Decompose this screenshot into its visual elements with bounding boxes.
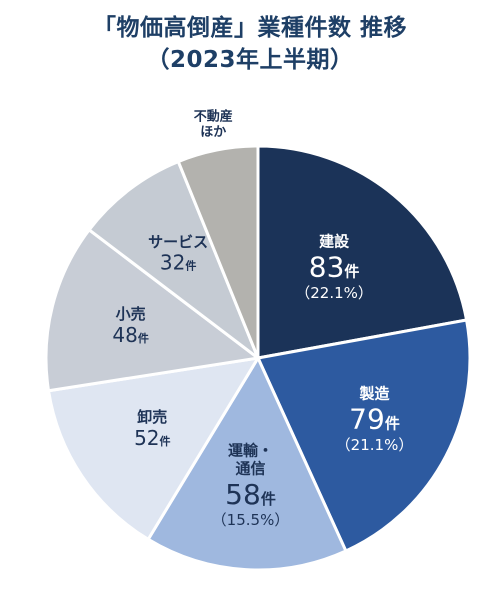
slice-0-percent-label: （22.1%）: [295, 284, 373, 302]
pie-slice-2: [146, 354, 348, 572]
slice-2-percent-label: （15.5%）: [212, 511, 290, 529]
slice-3-name-0-label: 卸売: [137, 408, 167, 426]
pie-slice-3: [46, 356, 261, 542]
pie-slice-5: [87, 159, 262, 363]
slice-4-name-0-label: 小売: [116, 305, 146, 323]
slice-2-value-label: 58件: [225, 478, 276, 511]
slice-5-name-0-label: サービス: [148, 233, 208, 251]
chart-title: 「物価高倒産」業種件数 推移: [92, 15, 407, 41]
pie-slice-6: [176, 144, 260, 359]
slice-1-name-0-label: 製造: [358, 384, 389, 402]
pie-slice-4: [44, 227, 262, 393]
slice-6-name-0-label: 不動産: [194, 108, 233, 124]
slice-0-name-0-label: 建設: [319, 232, 350, 250]
slice-5-value-label: 32件: [160, 251, 196, 275]
slice-2-name-1-label: 通信: [235, 459, 265, 477]
slice-3-value-label: 52件: [134, 426, 170, 450]
slice-6-name-1-label: ほか: [200, 125, 226, 140]
slice-0-value-label: 83件: [309, 251, 360, 284]
slice-1-percent-label: （21.1%）: [336, 436, 414, 454]
slice-1-value-label: 79件: [349, 403, 400, 436]
pie-slice-0: [256, 144, 469, 360]
slice-2-name-0-label: 運輸・: [228, 441, 273, 459]
chart-subtitle: （2023年上半期）: [146, 47, 354, 73]
slice-4-value-label: 48件: [112, 323, 148, 347]
pie-slice-1: [255, 318, 472, 553]
